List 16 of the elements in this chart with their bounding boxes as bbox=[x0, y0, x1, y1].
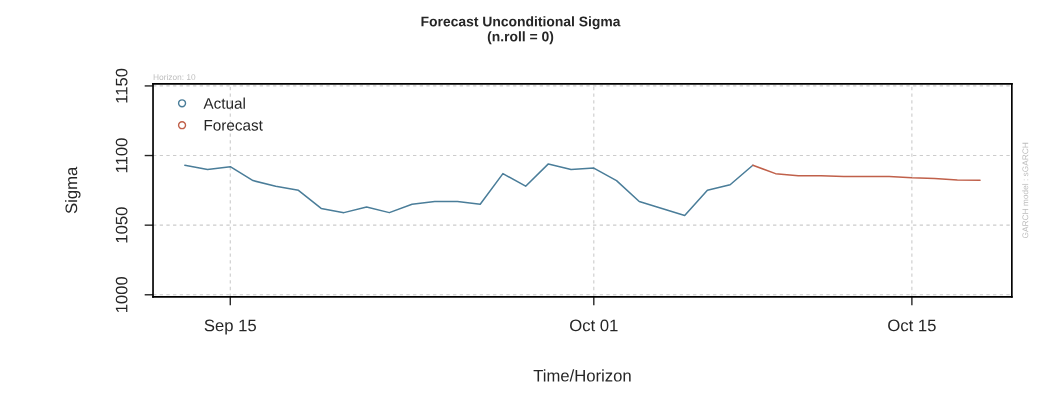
y-tick-label: 1050 bbox=[115, 207, 128, 243]
x-tick-label: Sep 15 bbox=[204, 319, 256, 335]
x-tick-label: Oct 01 bbox=[570, 319, 618, 332]
y-tick-label: 1100 bbox=[115, 138, 128, 173]
y-tick-label: 1000 bbox=[115, 276, 128, 313]
legend-label: Actual bbox=[203, 97, 245, 109]
line-series bbox=[752, 164, 981, 181]
x-axis-title: Time/Horizon bbox=[533, 369, 631, 382]
y-tick-label: 1150 bbox=[115, 68, 128, 103]
x-tick-label: Oct 15 bbox=[888, 319, 936, 332]
chart-title: Forecast Unconditional Sigma (n.roll = 0) bbox=[421, 16, 621, 45]
text: Horizon: 10 bbox=[153, 73, 196, 81]
line-series bbox=[184, 163, 754, 217]
y-axis-title: Sigma bbox=[65, 166, 81, 214]
text: GARCH model : sGARCH bbox=[1022, 142, 1029, 239]
legend-label: Forecast bbox=[204, 120, 263, 131]
